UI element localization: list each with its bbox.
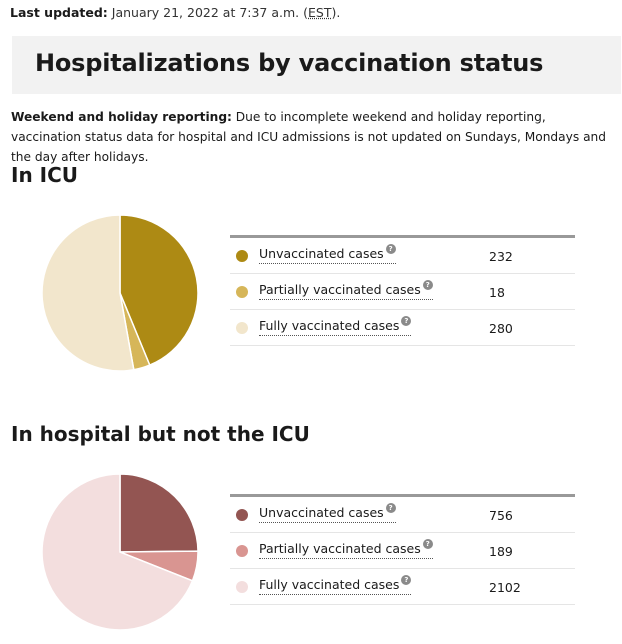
icu-legend-row-unvaccinated: Unvaccinated cases? 232 bbox=[230, 238, 575, 274]
page-title: Hospitalizations by vaccination status bbox=[35, 49, 544, 77]
icu-fully-label[interactable]: Fully vaccinated cases? bbox=[259, 316, 412, 336]
help-icon[interactable]: ? bbox=[401, 316, 412, 326]
icu-fully-value: 280 bbox=[489, 321, 513, 336]
hospital-partial-label[interactable]: Partially vaccinated cases? bbox=[259, 539, 433, 559]
help-icon[interactable]: ? bbox=[385, 503, 396, 513]
hospital-unvaccinated-value: 756 bbox=[489, 508, 513, 523]
note-label: Weekend and holiday reporting: bbox=[11, 110, 232, 124]
last-updated-label: Last updated: bbox=[10, 5, 108, 20]
icu-unvaccinated-label[interactable]: Unvaccinated cases? bbox=[259, 244, 396, 264]
icu-pie-slice-fully[interactable] bbox=[41, 214, 135, 372]
last-updated: Last updated: January 21, 2022 at 7:37 a… bbox=[10, 5, 340, 20]
help-icon[interactable]: ? bbox=[422, 280, 433, 290]
help-icon[interactable]: ? bbox=[422, 539, 433, 549]
icu-unvaccinated-value: 232 bbox=[489, 249, 513, 264]
title-banner: Hospitalizations by vaccination status bbox=[12, 36, 621, 94]
hospital-partial-value: 189 bbox=[489, 544, 513, 559]
legend-swatch bbox=[236, 322, 248, 334]
hospital-pie-slice-fully[interactable] bbox=[41, 473, 194, 631]
icu-pie-chart bbox=[41, 214, 199, 372]
timezone-abbr[interactable]: EST bbox=[308, 5, 332, 20]
legend-swatch bbox=[236, 250, 248, 262]
legend-swatch bbox=[236, 509, 248, 521]
hospital-legend-row-partial: Partially vaccinated cases? 189 bbox=[230, 533, 575, 569]
reporting-note: Weekend and holiday reporting: Due to in… bbox=[11, 107, 611, 167]
hospital-fully-value: 2102 bbox=[489, 580, 521, 595]
icu-partial-label[interactable]: Partially vaccinated cases? bbox=[259, 280, 433, 300]
hospital-legend-row-unvaccinated: Unvaccinated cases? 756 bbox=[230, 497, 575, 533]
help-icon[interactable]: ? bbox=[385, 244, 396, 254]
hospital-pie-slice-unvaccinated[interactable] bbox=[119, 473, 199, 553]
hospital-legend: Unvaccinated cases? 756 Partially vaccin… bbox=[230, 494, 575, 605]
hospital-fully-label[interactable]: Fully vaccinated cases? bbox=[259, 575, 412, 595]
note-text: Due to incomplete weekend and holiday re… bbox=[11, 110, 606, 164]
icu-legend: Unvaccinated cases? 232 Partially vaccin… bbox=[230, 235, 575, 346]
legend-swatch bbox=[236, 545, 248, 557]
legend-swatch bbox=[236, 581, 248, 593]
icu-legend-row-fully: Fully vaccinated cases? 280 bbox=[230, 310, 575, 346]
last-updated-tail: ). bbox=[331, 5, 341, 20]
icu-pie-slice-unvaccinated[interactable] bbox=[119, 214, 199, 367]
hospital-unvaccinated-label[interactable]: Unvaccinated cases? bbox=[259, 503, 396, 523]
icu-legend-row-partial: Partially vaccinated cases? 18 bbox=[230, 274, 575, 310]
legend-swatch bbox=[236, 286, 248, 298]
help-icon[interactable]: ? bbox=[401, 575, 412, 585]
icu-heading: In ICU bbox=[11, 163, 79, 187]
last-updated-date: January 21, 2022 at 7:37 a.m. ( bbox=[111, 5, 308, 20]
icu-partial-value: 18 bbox=[489, 285, 505, 300]
hospital-pie-chart bbox=[41, 473, 199, 631]
hospital-heading: In hospital but not the ICU bbox=[11, 422, 310, 446]
hospital-legend-row-fully: Fully vaccinated cases? 2102 bbox=[230, 569, 575, 605]
